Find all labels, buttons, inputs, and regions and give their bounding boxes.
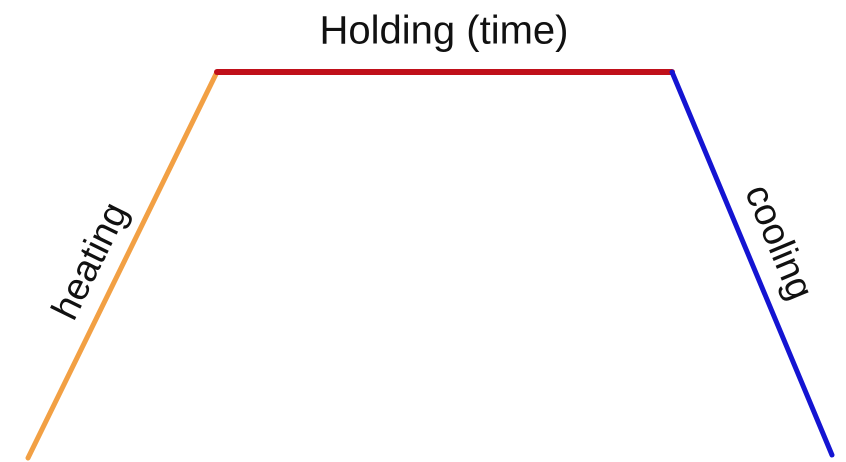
cooling-label: cooling (736, 179, 821, 306)
heating-line (25, 69, 220, 461)
cooling-line (669, 69, 835, 458)
holding-label: Holding (time) (320, 9, 569, 53)
